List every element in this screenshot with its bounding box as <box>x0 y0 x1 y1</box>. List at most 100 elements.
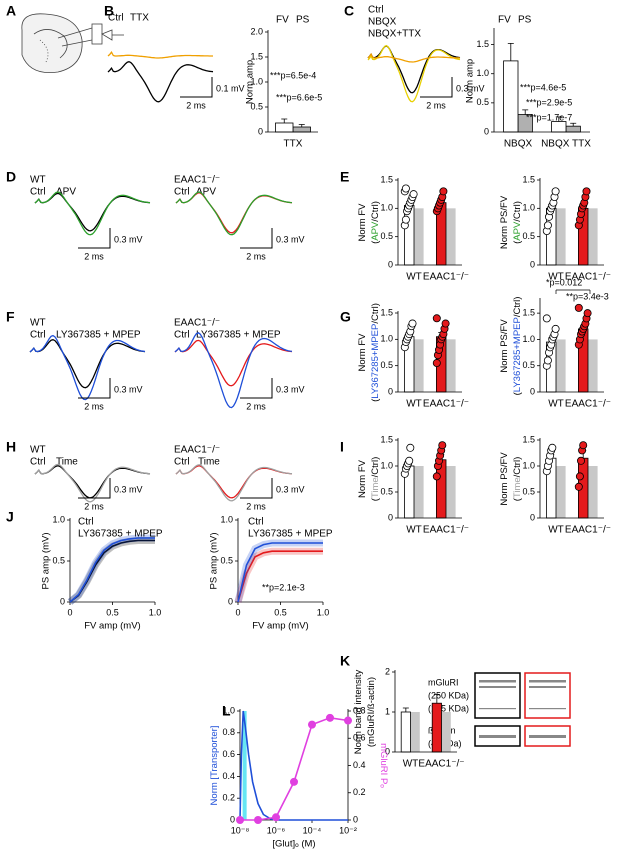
bar <box>588 208 598 265</box>
error-bar <box>281 118 288 123</box>
x-tick-label: TTX <box>284 139 303 150</box>
x-tick-label: EAAC1⁻/⁻ <box>423 399 469 410</box>
panel-label: A <box>6 3 16 19</box>
data-point <box>272 813 280 822</box>
trace-label: Ctrl <box>30 330 46 341</box>
error-bar <box>522 109 529 115</box>
y-tick-label: 0 <box>228 596 233 606</box>
x-tick-label: EAAC1⁻/⁻ <box>423 272 469 283</box>
x-tick-label: WT <box>403 759 419 770</box>
y-tick-label: 0.5 <box>250 101 263 111</box>
blot-band <box>479 680 516 683</box>
scale-bar <box>240 228 273 249</box>
y-tick-label: 2.0 <box>250 26 263 36</box>
y-tick-label: 1.5 <box>380 307 393 317</box>
data-point <box>409 190 418 199</box>
bar <box>410 712 420 752</box>
annotation: ***p=6.6e-5 <box>276 92 322 102</box>
trace-label: Ctrl <box>30 187 46 198</box>
panel-label: C <box>344 3 354 19</box>
scale-label: 0.3 mV <box>276 484 305 494</box>
data-point <box>577 456 586 465</box>
bar <box>565 125 581 133</box>
scale-label: 0.3 mV <box>114 384 143 394</box>
x-tick-label: 0.5 <box>274 607 287 617</box>
x-tick-label: WT <box>406 272 422 283</box>
trace-label: Time <box>56 457 78 468</box>
trace <box>175 191 293 236</box>
scale-label: 0.1 mV <box>216 83 245 93</box>
label-part: ( <box>512 391 523 395</box>
scale-bar <box>78 228 111 249</box>
trace <box>34 463 151 503</box>
schematic <box>21 13 124 74</box>
label-part: (mGluRI/ß-actin) <box>366 677 377 747</box>
data-point <box>579 441 588 450</box>
annotation: ***p=4.6e-5 <box>520 82 566 92</box>
data-point <box>236 816 244 824</box>
scale-label: 2 ms <box>246 401 266 411</box>
label-part: Time <box>370 477 381 498</box>
legend-entry: Ctrl <box>78 517 94 528</box>
y-tick-label: 0.4 <box>353 760 366 770</box>
label-part: /Ctrl) <box>512 297 523 318</box>
y-axis-label: Norm PS/FV <box>499 195 510 249</box>
error-bar <box>555 116 562 122</box>
y-axis-label: Norm [Transporter] <box>209 726 220 806</box>
blot-band <box>529 686 566 688</box>
data-point <box>254 816 262 824</box>
scale-label: 0.3 mV <box>114 484 143 494</box>
x-tick-label: EAAC1⁻/⁻ <box>565 399 611 410</box>
data-point <box>543 221 552 230</box>
y-tick-label: 0 <box>353 814 358 824</box>
y-axis-label: Norm PS/FV <box>499 319 510 373</box>
scale-label: 2 ms <box>246 251 266 261</box>
legend-entry: FV <box>498 15 511 26</box>
data-point <box>432 472 441 481</box>
trace-label: Ctrl <box>174 330 190 341</box>
y-axis-label: (APV/Ctrl) <box>370 201 381 244</box>
y-tick-label: 1.0 <box>380 460 393 470</box>
x-tick-label: 1.0 <box>317 607 330 617</box>
trace-label: WT <box>30 318 46 329</box>
significance-bracket <box>555 289 591 294</box>
label-part: ( <box>370 497 381 501</box>
label-part: /Ctrl) <box>512 201 523 222</box>
scale-label: 0.3 mV <box>276 234 305 244</box>
data-point <box>344 716 352 725</box>
y-tick-label: 1.0 <box>522 334 535 344</box>
scale-bar <box>240 378 273 399</box>
label-part: Norm FV <box>357 459 368 498</box>
data-point <box>326 713 334 722</box>
y-tick-label: 0.5 <box>380 231 393 241</box>
bar <box>556 466 566 518</box>
x-tick-label: WT <box>406 525 422 536</box>
x-tick-label: EAAC1⁻/⁻ <box>565 525 611 536</box>
blot-frame <box>524 672 571 719</box>
label-part: ( <box>370 398 381 402</box>
blot-band <box>529 708 566 710</box>
trace <box>34 192 151 232</box>
trace-label: EAAC1⁻/⁻ <box>174 445 220 456</box>
legend-entry: FV <box>276 15 289 26</box>
label-part: APV <box>370 221 381 241</box>
legend-entry: Ctrl <box>248 517 264 528</box>
scale-label: 0.3 mV <box>114 234 143 244</box>
data-point <box>439 187 448 196</box>
label-part: /Ctrl) <box>512 457 523 478</box>
y-tick-label: 1.5 <box>250 51 263 61</box>
panel-label: B <box>104 3 114 19</box>
y-tick-label: 0.5 <box>522 486 535 496</box>
bar <box>588 466 598 518</box>
trace-label: Ctrl <box>368 5 384 16</box>
x-tick-label: EAAC1⁻/⁻ <box>423 525 469 536</box>
trace-label: Ctrl <box>174 457 190 468</box>
label-part: Norm FV <box>357 203 368 242</box>
scale-label: 2 ms <box>84 501 104 511</box>
y-tick-label: 0 <box>530 512 535 522</box>
trace <box>174 332 293 409</box>
y-tick-label: 0 <box>60 596 65 606</box>
trace-label: Time <box>198 457 220 468</box>
bar <box>551 121 567 133</box>
annotation: **p=2.1e-3 <box>262 582 305 592</box>
